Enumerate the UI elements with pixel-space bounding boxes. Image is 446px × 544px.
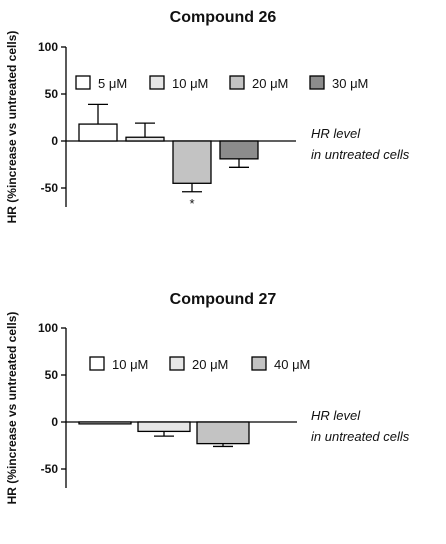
- legend-label: 10 μM: [112, 357, 148, 372]
- bar: [219, 140, 259, 160]
- legend-swatch: [149, 75, 165, 90]
- y-tick-label: 100: [38, 321, 58, 335]
- baseline-annotation-line-2: in untreated cells: [311, 147, 410, 162]
- y-tick-label: 50: [45, 368, 59, 382]
- y-tick-label: -50: [41, 462, 59, 476]
- bar: [78, 123, 118, 142]
- legend-swatch: [75, 75, 91, 90]
- y-tick-label: 0: [51, 415, 58, 429]
- y-tick-label: -50: [41, 181, 59, 195]
- y-tick-label: 50: [45, 87, 59, 101]
- legend-swatch: [309, 75, 325, 90]
- legend-label: 20 μM: [252, 76, 288, 91]
- y-tick-label: 0: [51, 134, 58, 148]
- significance-marker: *: [189, 196, 194, 211]
- chart-compound-27: Compound 27 HR (%increase vs untreated ce…: [5, 291, 410, 505]
- bar: [172, 140, 212, 184]
- legend-label: 10 μM: [172, 76, 208, 91]
- baseline-annotation-line-1: HR level: [311, 126, 361, 141]
- legend-swatch: [229, 75, 245, 90]
- baseline-annotation-line-2: in untreated cells: [311, 429, 410, 444]
- bar: [137, 421, 191, 433]
- legend-swatch: [169, 356, 185, 371]
- chart-title: Compound 26: [170, 9, 277, 26]
- bar: [125, 136, 165, 142]
- chart-title: Compound 27: [170, 291, 277, 308]
- legend-swatch: [251, 356, 267, 371]
- legend-label: 20 μM: [192, 357, 228, 372]
- baseline-annotation-line-1: HR level: [311, 408, 361, 423]
- y-tick-label: 100: [38, 40, 58, 54]
- legend-swatch: [89, 356, 105, 371]
- legend-label: 40 μM: [274, 357, 310, 372]
- legend-label: 5 μM: [98, 76, 127, 91]
- y-axis-label: HR (%increase vs untreated cells): [5, 31, 19, 224]
- bar: [78, 421, 132, 425]
- y-axis-label: HR (%increase vs untreated cells): [5, 312, 19, 505]
- chart-compound-26: Compound 26 HR (%increase vs untreated ce…: [5, 9, 410, 224]
- legend-label: 30 μM: [332, 76, 368, 91]
- bar: [196, 421, 250, 445]
